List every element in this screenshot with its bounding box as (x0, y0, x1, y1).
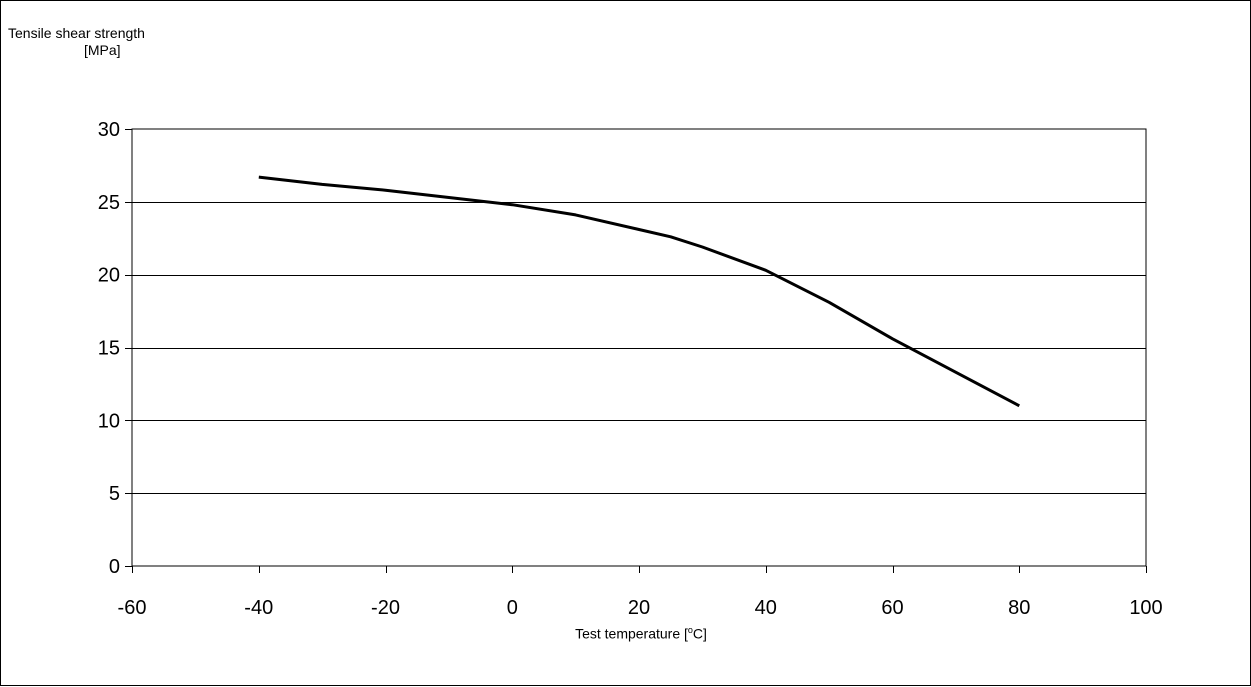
grid-lines (132, 202, 1146, 494)
series-line-0 (258, 175, 1021, 408)
x-axis-label-main: Test temperature [ (575, 625, 688, 642)
y-axis-label-line-1: Tensile shear strength (8, 25, 145, 41)
x-tick-label: 100 (1129, 597, 1162, 619)
x-axis-label: Test temperature [oC] (521, 625, 761, 642)
series (258, 175, 1021, 408)
y-tick-label: 10 (98, 410, 120, 432)
x-axis-label-degree: o (687, 625, 693, 635)
plot-area-border (131, 128, 1147, 567)
y-axis-label-line-2: [MPa] (84, 42, 121, 58)
y-tick-label: 0 (109, 556, 120, 578)
x-tick-label: -40 (244, 597, 273, 619)
x-tick-label: 60 (881, 597, 903, 619)
x-axis-label-unit: C] (692, 625, 707, 642)
x-tick-label: -20 (371, 597, 400, 619)
x-tick-label: 0 (507, 597, 518, 619)
tick-labels: 0 5 10 15 20 25 30 -60 -40 -20 0 20 40 60 80 100 (98, 119, 1163, 619)
y-tick-label: 25 (98, 192, 120, 214)
y-tick-label: 20 (98, 265, 120, 287)
y-tick-label: 30 (98, 119, 120, 141)
y-tick-label: 15 (98, 338, 120, 360)
x-tick-label: -60 (118, 597, 147, 619)
axes (125, 128, 1147, 573)
y-tick-label: 5 (109, 483, 120, 505)
x-tick-label: 80 (1008, 597, 1030, 619)
x-tick-label: 40 (755, 597, 777, 619)
x-tick-label: 20 (628, 597, 650, 619)
